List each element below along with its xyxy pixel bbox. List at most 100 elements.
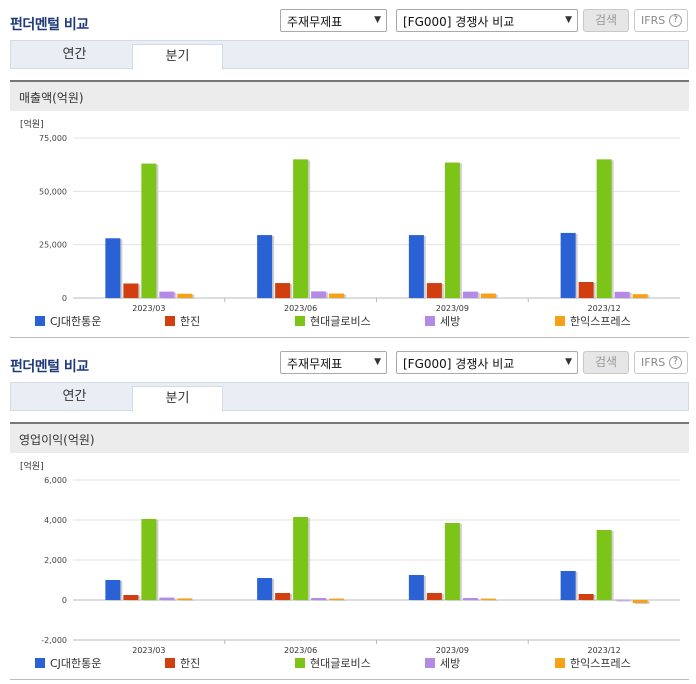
ifrs-button[interactable]: IFRS ? [634,9,688,32]
y-tick-label: 75,000 [39,134,67,143]
bar [141,519,157,600]
bar [462,291,478,298]
bar [177,598,193,600]
fundamental-compare-revenue: 펀더멘털 비교 주재무제표 ▼ [FG000] 경쟁사 비교 ▼ 검색 IFRS… [10,9,689,338]
legend-label: 한익스프레스 [570,657,631,670]
legend-label: 세방 [440,315,460,328]
x-tick-label: 2023/03 [132,304,165,313]
bar [408,575,424,600]
help-icon: ? [669,14,682,27]
bar [444,523,460,600]
legend-label: CJ대한통운 [50,657,101,670]
y-tick-label: 25,000 [39,241,67,250]
revenue-bar-chart: [억원] 0 25,000 50,000 75,000 2023/03 2023/06 202… [20,118,680,328]
bar [105,580,121,600]
legend-label: 세방 [440,657,460,670]
chevron-down-icon: ▼ [374,357,381,367]
ifrs-button[interactable]: IFRS ? [634,351,688,374]
peer-group-value: [FG000] 경쟁사 비교 [403,15,515,29]
metric-title: 매출액(억원) [19,91,84,105]
tab-annual[interactable]: 연간 [62,47,87,62]
bar [408,235,424,298]
peer-group-select[interactable]: [FG000] 경쟁사 비교 ▼ [396,9,578,32]
bar [480,598,496,600]
tab-quarterly[interactable]: 분기 [132,44,223,70]
legend-item: 한익스프레스 [555,657,631,670]
section-divider [10,679,689,680]
bar-shadow [616,600,632,602]
search-button[interactable]: 검색 [583,351,629,374]
bar-shadow [482,599,498,601]
bar [311,291,327,298]
tab-quarterly[interactable]: 분기 [132,386,223,412]
legend-label: 현대글로비스 [310,657,371,670]
bar [614,599,630,601]
legend-swatch [35,316,45,326]
statement-type-select[interactable]: 주재무제표 ▼ [280,9,387,32]
legend-item: CJ대한통운 [35,657,101,670]
panel-header: 펀더멘털 비교 주재무제표 ▼ [FG000] 경쟁사 비교 ▼ 검색 IFRS… [0,342,696,380]
statement-type-value: 주재무제표 [287,15,343,29]
bar [177,293,193,298]
help-icon: ? [669,356,682,369]
y-tick-label: 50,000 [39,187,67,196]
x-tick-label: 2023/06 [284,646,317,655]
bar [578,282,594,298]
bar [293,517,309,600]
bar [311,598,327,600]
bar [462,598,478,600]
fundamental-compare-operating-profit: 펀더멘털 비교 주재무제표 ▼ [FG000] 경쟁사 비교 ▼ 검색 IFRS… [0,342,696,684]
bar [560,571,576,600]
chevron-down-icon: ▼ [565,357,572,367]
bar [560,232,576,298]
bar [123,283,139,298]
y-tick-label: 4,000 [44,516,67,525]
panel-title: 펀더멘털 비교 [10,359,89,375]
legend-item: 한익스프레스 [555,315,631,328]
y-tick-label: 6,000 [44,476,67,485]
chevron-down-icon: ▼ [565,15,572,25]
panel-title: 펀더멘털 비교 [10,17,89,33]
bar [614,291,630,298]
legend-swatch [165,316,175,326]
peer-group-select[interactable]: [FG000] 경쟁사 비교 ▼ [396,351,578,374]
bar [578,594,594,600]
period-tabs: 연간 분기 [10,40,689,70]
bar [141,163,157,298]
y-unit-label: [억원] [20,460,44,472]
legend-item: 세방 [425,657,460,670]
chevron-down-icon: ▼ [374,15,381,25]
x-tick-label: 2023/12 [588,646,621,655]
bar-shadow [179,599,195,601]
bar [632,294,648,298]
metric-header: 매출액(억원) [10,80,689,111]
bar [426,283,442,298]
period-tabs: 연간 분기 [10,382,689,412]
tab-annual[interactable]: 연간 [62,389,87,404]
metric-title: 영업이익(억원) [19,433,95,447]
search-button[interactable]: 검색 [583,9,629,32]
legend-item: 한진 [165,315,200,328]
y-tick-label: 0 [62,294,67,303]
legend-item: 세방 [425,315,460,328]
x-tick-label: 2023/12 [588,304,621,313]
x-tick-label: 2023/06 [284,304,317,313]
statement-type-select[interactable]: 주재무제표 ▼ [280,351,387,374]
legend-item: 현대글로비스 [295,657,371,670]
bar [275,283,291,298]
y-tick-label: 0 [62,596,67,605]
bar [105,238,121,298]
x-tick-label: 2023/09 [436,304,469,313]
legend-swatch [35,658,45,668]
legend-label: 한진 [180,315,200,328]
legend-item: CJ대한통운 [35,315,101,328]
legend-swatch [425,316,435,326]
bar [159,291,175,298]
ifrs-label: IFRS [641,14,666,27]
legend-label: 한익스프레스 [570,315,631,328]
bar [159,597,175,600]
legend-swatch [555,316,565,326]
legend-swatch [165,658,175,668]
bar-shadow [331,599,347,601]
statement-type-value: 주재무제표 [287,357,343,371]
